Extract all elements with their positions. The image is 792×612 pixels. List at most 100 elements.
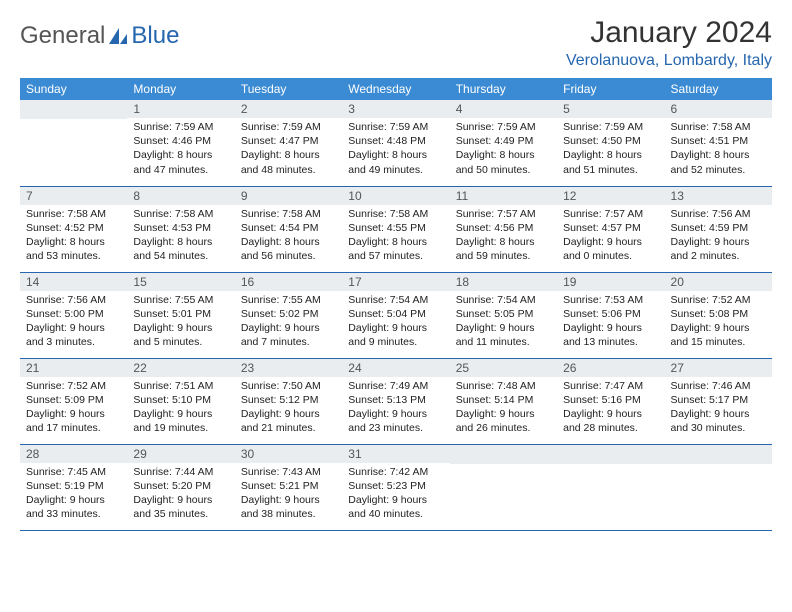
daylight-line2: and 35 minutes. xyxy=(133,507,228,521)
sunrise-text: Sunrise: 7:58 AM xyxy=(241,207,336,221)
sunrise-text: Sunrise: 7:59 AM xyxy=(563,120,658,134)
day-details: Sunrise: 7:56 AMSunset: 4:59 PMDaylight:… xyxy=(665,205,772,268)
daylight-line1: Daylight: 9 hours xyxy=(671,407,766,421)
daylight-line2: and 0 minutes. xyxy=(563,249,658,263)
calendar-day-cell: 23Sunrise: 7:50 AMSunset: 5:12 PMDayligh… xyxy=(235,358,342,444)
title-block: January 2024 Verolanuova, Lombardy, Ital… xyxy=(566,16,772,70)
day-number: 29 xyxy=(127,445,234,463)
sunset-text: Sunset: 4:53 PM xyxy=(133,221,228,235)
sunset-text: Sunset: 5:17 PM xyxy=(671,393,766,407)
day-details: Sunrise: 7:46 AMSunset: 5:17 PMDaylight:… xyxy=(665,377,772,440)
calendar-day-cell xyxy=(450,444,557,530)
logo-text-general: General xyxy=(20,22,105,50)
day-number: 13 xyxy=(665,187,772,205)
day-number: 14 xyxy=(20,273,127,291)
day-details: Sunrise: 7:58 AMSunset: 4:53 PMDaylight:… xyxy=(127,205,234,268)
day-number: 23 xyxy=(235,359,342,377)
daylight-line2: and 19 minutes. xyxy=(133,421,228,435)
daylight-line1: Daylight: 9 hours xyxy=(26,493,121,507)
weekday-header: Monday xyxy=(127,78,234,100)
daylight-line1: Daylight: 9 hours xyxy=(563,407,658,421)
sunset-text: Sunset: 5:14 PM xyxy=(456,393,551,407)
daylight-line2: and 7 minutes. xyxy=(241,335,336,349)
sunrise-text: Sunrise: 7:49 AM xyxy=(348,379,443,393)
day-number: 7 xyxy=(20,187,127,205)
daylight-line1: Daylight: 9 hours xyxy=(133,493,228,507)
sunset-text: Sunset: 5:19 PM xyxy=(26,479,121,493)
daylight-line1: Daylight: 8 hours xyxy=(26,235,121,249)
weekday-header: Friday xyxy=(557,78,664,100)
sunrise-text: Sunrise: 7:55 AM xyxy=(241,293,336,307)
day-details: Sunrise: 7:51 AMSunset: 5:10 PMDaylight:… xyxy=(127,377,234,440)
day-details: Sunrise: 7:54 AMSunset: 5:04 PMDaylight:… xyxy=(342,291,449,354)
calendar-day-cell: 1Sunrise: 7:59 AMSunset: 4:46 PMDaylight… xyxy=(127,100,234,186)
calendar-day-cell: 8Sunrise: 7:58 AMSunset: 4:53 PMDaylight… xyxy=(127,186,234,272)
calendar-day-cell: 27Sunrise: 7:46 AMSunset: 5:17 PMDayligh… xyxy=(665,358,772,444)
day-number: 21 xyxy=(20,359,127,377)
sunrise-text: Sunrise: 7:58 AM xyxy=(671,120,766,134)
calendar-day-cell: 21Sunrise: 7:52 AMSunset: 5:09 PMDayligh… xyxy=(20,358,127,444)
empty-day-header xyxy=(665,445,772,464)
daylight-line2: and 59 minutes. xyxy=(456,249,551,263)
daylight-line2: and 11 minutes. xyxy=(456,335,551,349)
daylight-line1: Daylight: 9 hours xyxy=(26,321,121,335)
day-number: 8 xyxy=(127,187,234,205)
daylight-line1: Daylight: 8 hours xyxy=(348,235,443,249)
calendar-week-row: 7Sunrise: 7:58 AMSunset: 4:52 PMDaylight… xyxy=(20,186,772,272)
sunrise-text: Sunrise: 7:47 AM xyxy=(563,379,658,393)
sunrise-text: Sunrise: 7:45 AM xyxy=(26,465,121,479)
day-number: 17 xyxy=(342,273,449,291)
daylight-line2: and 23 minutes. xyxy=(348,421,443,435)
day-number: 9 xyxy=(235,187,342,205)
day-details: Sunrise: 7:52 AMSunset: 5:08 PMDaylight:… xyxy=(665,291,772,354)
weekday-header: Tuesday xyxy=(235,78,342,100)
day-number: 4 xyxy=(450,100,557,118)
day-details: Sunrise: 7:58 AMSunset: 4:54 PMDaylight:… xyxy=(235,205,342,268)
daylight-line1: Daylight: 8 hours xyxy=(348,148,443,162)
calendar-day-cell: 15Sunrise: 7:55 AMSunset: 5:01 PMDayligh… xyxy=(127,272,234,358)
day-details: Sunrise: 7:49 AMSunset: 5:13 PMDaylight:… xyxy=(342,377,449,440)
weekday-header: Sunday xyxy=(20,78,127,100)
day-details: Sunrise: 7:59 AMSunset: 4:50 PMDaylight:… xyxy=(557,118,664,181)
daylight-line2: and 26 minutes. xyxy=(456,421,551,435)
daylight-line1: Daylight: 9 hours xyxy=(241,493,336,507)
day-details: Sunrise: 7:59 AMSunset: 4:47 PMDaylight:… xyxy=(235,118,342,181)
sunrise-text: Sunrise: 7:52 AM xyxy=(671,293,766,307)
day-details: Sunrise: 7:55 AMSunset: 5:01 PMDaylight:… xyxy=(127,291,234,354)
day-details: Sunrise: 7:48 AMSunset: 5:14 PMDaylight:… xyxy=(450,377,557,440)
daylight-line2: and 28 minutes. xyxy=(563,421,658,435)
daylight-line2: and 30 minutes. xyxy=(671,421,766,435)
calendar-week-row: 21Sunrise: 7:52 AMSunset: 5:09 PMDayligh… xyxy=(20,358,772,444)
calendar-day-cell: 14Sunrise: 7:56 AMSunset: 5:00 PMDayligh… xyxy=(20,272,127,358)
day-number: 28 xyxy=(20,445,127,463)
sunset-text: Sunset: 5:20 PM xyxy=(133,479,228,493)
daylight-line1: Daylight: 8 hours xyxy=(456,148,551,162)
daylight-line2: and 57 minutes. xyxy=(348,249,443,263)
calendar-day-cell: 3Sunrise: 7:59 AMSunset: 4:48 PMDaylight… xyxy=(342,100,449,186)
daylight-line1: Daylight: 9 hours xyxy=(671,235,766,249)
calendar-table: Sunday Monday Tuesday Wednesday Thursday… xyxy=(20,78,772,531)
daylight-line2: and 9 minutes. xyxy=(348,335,443,349)
daylight-line1: Daylight: 9 hours xyxy=(671,321,766,335)
day-number: 26 xyxy=(557,359,664,377)
calendar-day-cell: 18Sunrise: 7:54 AMSunset: 5:05 PMDayligh… xyxy=(450,272,557,358)
day-details: Sunrise: 7:59 AMSunset: 4:48 PMDaylight:… xyxy=(342,118,449,181)
calendar-day-cell xyxy=(665,444,772,530)
day-number: 20 xyxy=(665,273,772,291)
logo-text-blue: Blue xyxy=(131,22,179,50)
daylight-line2: and 21 minutes. xyxy=(241,421,336,435)
day-number: 12 xyxy=(557,187,664,205)
empty-day-header xyxy=(20,100,127,119)
day-details: Sunrise: 7:55 AMSunset: 5:02 PMDaylight:… xyxy=(235,291,342,354)
sunrise-text: Sunrise: 7:54 AM xyxy=(456,293,551,307)
daylight-line1: Daylight: 9 hours xyxy=(133,407,228,421)
sunrise-text: Sunrise: 7:55 AM xyxy=(133,293,228,307)
day-details: Sunrise: 7:57 AMSunset: 4:56 PMDaylight:… xyxy=(450,205,557,268)
day-number: 30 xyxy=(235,445,342,463)
daylight-line1: Daylight: 9 hours xyxy=(133,321,228,335)
calendar-day-cell: 26Sunrise: 7:47 AMSunset: 5:16 PMDayligh… xyxy=(557,358,664,444)
sunrise-text: Sunrise: 7:59 AM xyxy=(241,120,336,134)
day-details: Sunrise: 7:57 AMSunset: 4:57 PMDaylight:… xyxy=(557,205,664,268)
day-details: Sunrise: 7:54 AMSunset: 5:05 PMDaylight:… xyxy=(450,291,557,354)
day-details: Sunrise: 7:44 AMSunset: 5:20 PMDaylight:… xyxy=(127,463,234,526)
